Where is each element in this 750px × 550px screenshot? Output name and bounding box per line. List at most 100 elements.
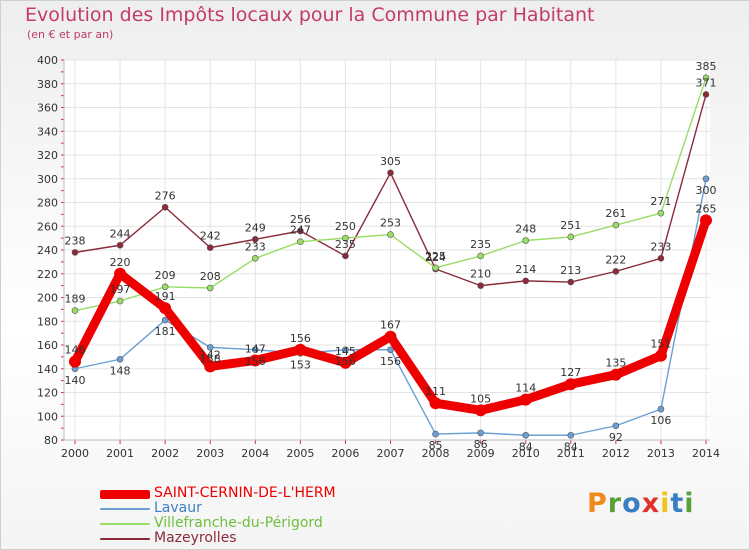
legend-swatch (100, 508, 150, 510)
chart-title: Evolution des Impôts locaux pour la Comm… (25, 4, 595, 26)
data-label: 140 (65, 374, 86, 387)
data-point (294, 343, 307, 356)
data-point (297, 238, 304, 245)
data-label: 256 (290, 213, 311, 226)
y-tick-label: 220 (37, 268, 58, 281)
y-tick-label: 280 (37, 197, 58, 210)
data-point (116, 241, 124, 249)
data-point (387, 169, 394, 177)
data-point (251, 236, 259, 243)
data-point (206, 344, 214, 351)
data-label: 189 (65, 293, 86, 306)
data-point (612, 422, 620, 430)
x-tick-label: 2012 (602, 447, 630, 460)
data-point (474, 404, 487, 417)
data-point (342, 234, 349, 242)
data-label: 135 (605, 357, 626, 370)
data-point (522, 277, 530, 285)
data-point (342, 346, 349, 354)
data-label: 242 (200, 230, 221, 243)
y-tick-label: 160 (37, 339, 58, 352)
x-tick-label: 2009 (467, 447, 495, 460)
data-label: 156 (245, 355, 266, 368)
data-label: 147 (245, 342, 266, 355)
data-label: 208 (200, 270, 221, 283)
logo-letter: i (684, 488, 695, 519)
data-label: 235 (470, 238, 491, 251)
data-label: 153 (290, 358, 311, 371)
data-point (251, 255, 259, 262)
data-point (387, 231, 394, 238)
y-tick-label: 200 (37, 292, 58, 305)
data-label: 238 (65, 234, 86, 247)
data-point (249, 354, 262, 367)
data-label: 249 (245, 221, 266, 234)
x-tick-label: 2014 (692, 447, 720, 460)
data-label: 300 (696, 184, 717, 197)
data-point (69, 355, 81, 368)
legend-swatch (100, 489, 150, 499)
data-label: 371 (696, 76, 717, 89)
data-label: 127 (560, 366, 581, 379)
data-point (71, 249, 79, 256)
y-tick-label: 140 (37, 363, 58, 376)
data-label: 210 (470, 268, 491, 281)
data-label: 247 (290, 224, 311, 237)
data-label: 158 (200, 352, 221, 365)
legend-label: SAINT-CERNIN-DE-L'HERM (154, 485, 336, 501)
x-tick-label: 2013 (647, 447, 675, 460)
data-label: 251 (560, 219, 581, 232)
data-label: 209 (155, 269, 176, 282)
x-tick-label: 2000 (61, 447, 89, 460)
y-tick-label: 100 (37, 410, 58, 423)
data-point (161, 203, 169, 211)
data-point (477, 429, 484, 437)
data-point (161, 316, 169, 324)
data-label: 248 (515, 223, 536, 236)
y-tick-label: 360 (37, 102, 58, 115)
x-tick-label: 2011 (557, 447, 585, 460)
chart-subtitle: (en € et par an) (27, 28, 114, 41)
data-label: 385 (696, 60, 717, 73)
data-label: 197 (110, 283, 131, 296)
data-point (477, 282, 484, 289)
logo-letter: x (641, 488, 661, 519)
data-label: 250 (335, 220, 356, 233)
data-label: 156 (335, 355, 356, 368)
data-point (432, 264, 439, 272)
data-point (116, 297, 124, 305)
data-label: 106 (650, 414, 671, 427)
data-point (612, 268, 620, 275)
y-tick-label: 300 (37, 173, 58, 186)
data-point (477, 252, 484, 260)
data-point (71, 307, 79, 314)
data-label: 156 (380, 355, 401, 368)
data-point (654, 349, 667, 362)
data-point (657, 405, 665, 413)
legend-label: Lavaur (154, 500, 202, 516)
data-point (700, 214, 712, 227)
data-label: 253 (380, 217, 401, 230)
logo-letter: r (607, 488, 623, 519)
y-tick-label: 380 (37, 78, 58, 91)
data-point (339, 356, 352, 369)
data-point (114, 267, 127, 280)
data-point (657, 255, 665, 262)
logo-letter: P (587, 488, 608, 519)
legend-label: Mazeyrolles (154, 530, 237, 546)
data-label: 156 (290, 332, 311, 345)
data-label: 276 (155, 189, 176, 202)
data-label: 111 (425, 385, 446, 398)
data-point (567, 278, 575, 286)
data-point (206, 284, 214, 292)
data-point (297, 227, 304, 235)
data-label: 271 (650, 195, 671, 208)
data-point (522, 431, 530, 439)
x-tick-label: 2001 (106, 447, 134, 460)
data-label: 151 (650, 338, 671, 351)
data-label: 233 (650, 240, 671, 253)
data-label: 244 (110, 227, 131, 240)
y-tick-label: 80 (44, 434, 58, 447)
data-label: 265 (696, 202, 717, 215)
